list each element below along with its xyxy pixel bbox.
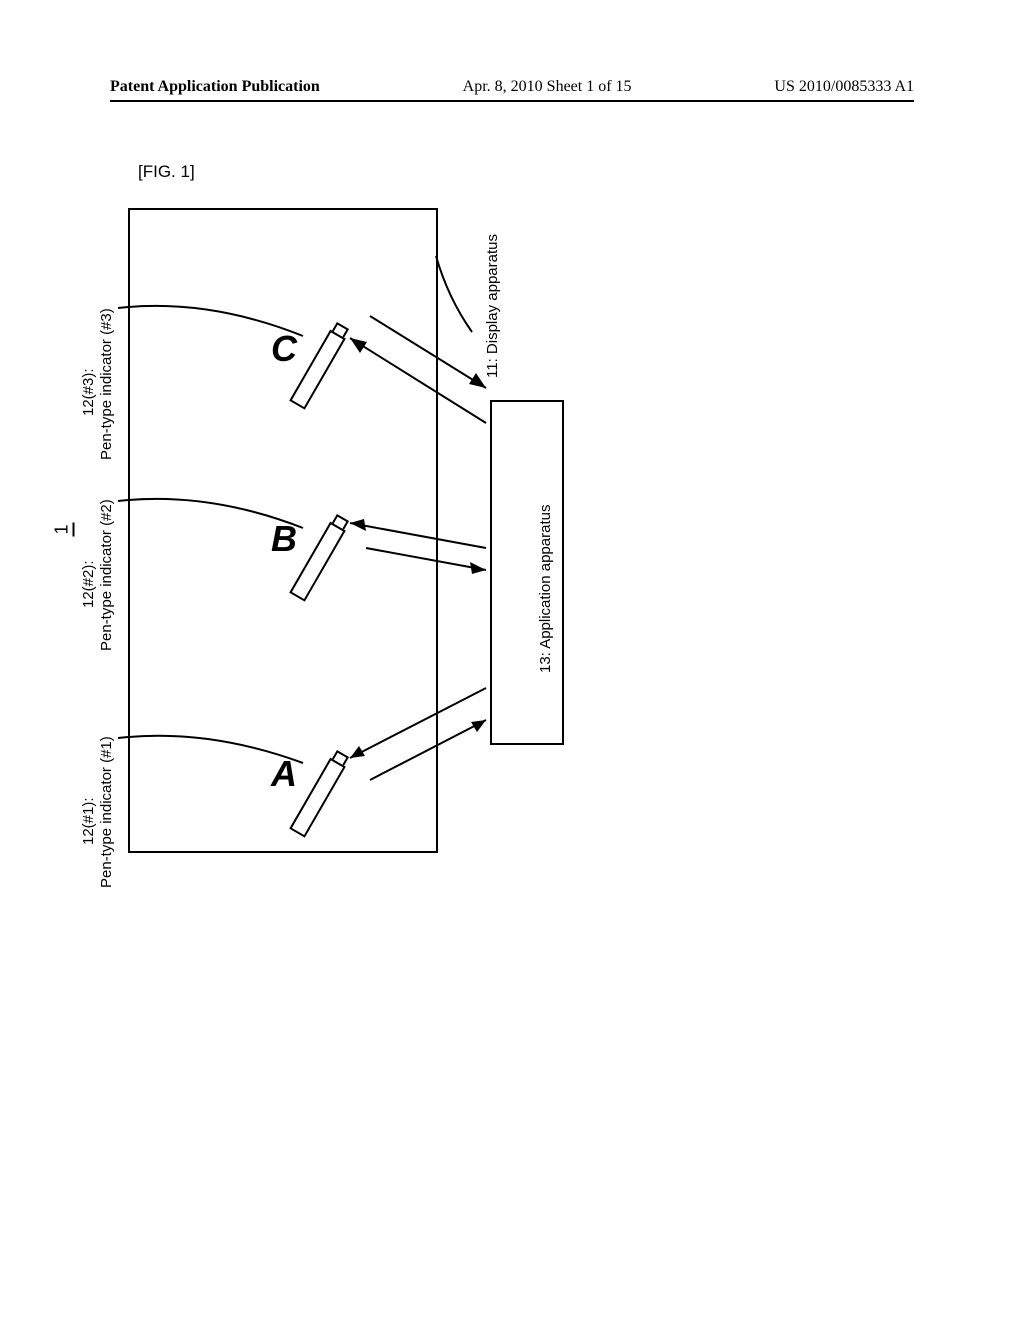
page: Patent Application Publication Apr. 8, 2… [0,0,1024,1320]
pen-2-ref-name: Pen-type indicator (#2) [98,499,115,651]
pen-2-ref-num: 12(#2): [80,560,97,608]
figure-label: [FIG. 1] [138,162,195,182]
pen-3-ref-num: 12(#3): [80,368,97,416]
header-right: US 2010/0085333 A1 [774,78,914,96]
diagram: 11: Display apparatus 13: Application ap… [128,208,438,1126]
pen-1-ref-name: Pen-type indicator (#1) [98,736,115,888]
system-number: 1 [52,522,75,536]
page-header: Patent Application Publication Apr. 8, 2… [110,78,914,102]
header-left: Patent Application Publication [110,78,320,96]
pen-1-ref-num: 12(#1): [80,797,97,845]
pen-3-arrow [128,208,628,908]
header-mid: Apr. 8, 2010 Sheet 1 of 15 [463,78,632,96]
pen-3-ref-name: Pen-type indicator (#3) [98,308,115,460]
